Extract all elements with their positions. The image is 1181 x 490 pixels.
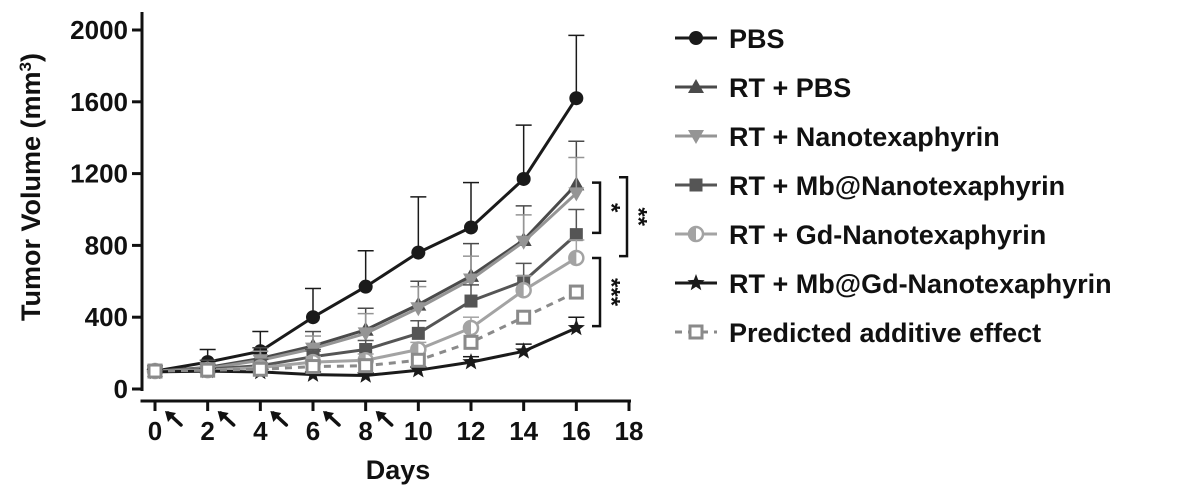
y-tick-label: 1200	[70, 159, 128, 189]
data-point	[305, 359, 321, 375]
data-point	[410, 302, 427, 317]
series-7	[147, 284, 584, 379]
data-point	[463, 334, 479, 350]
legend-label: RT + Nanotexaphyrin	[729, 122, 1000, 152]
data-point	[358, 279, 373, 294]
legend-entry: RT + Mb@Gd-Nanotexaphyrin	[675, 269, 1112, 299]
data-point	[463, 273, 479, 288]
legend-marker	[688, 324, 704, 340]
data-point	[200, 362, 216, 378]
y-tick-label: 2000	[70, 15, 128, 45]
legend-label: RT + PBS	[729, 73, 851, 103]
x-tick-label: 10	[404, 416, 433, 446]
data-point	[515, 235, 532, 250]
legend-marker	[687, 274, 705, 291]
data-point	[464, 294, 478, 308]
y-axis-title: Tumor Volume (mm3)	[16, 53, 47, 321]
data-point	[516, 171, 531, 186]
treatment-arrow-icon	[165, 411, 183, 427]
legend-marker	[688, 130, 704, 144]
treatment-arrows	[165, 411, 394, 427]
data-point	[147, 363, 163, 379]
legend-label: PBS	[729, 24, 785, 54]
data-point	[568, 284, 584, 300]
data-point	[252, 361, 268, 377]
data-point	[357, 327, 374, 342]
legend-marker	[688, 79, 704, 93]
legend-entry: RT + PBS	[675, 73, 851, 103]
x-tick-label: 8	[358, 416, 372, 446]
y-tick-label: 1600	[70, 87, 128, 117]
data-point	[569, 228, 583, 242]
x-axis-title: Days	[366, 455, 431, 485]
legend-entry: Predicted additive effect	[675, 318, 1041, 348]
data-point	[464, 220, 478, 235]
data-point	[410, 352, 426, 368]
legend-marker	[689, 31, 703, 45]
treatment-arrow-icon	[323, 411, 341, 427]
legend-marker	[687, 225, 705, 243]
y-tick-label: 800	[85, 230, 128, 260]
data-point	[411, 245, 426, 260]
data-point	[358, 358, 374, 374]
x-tick-label: 12	[457, 416, 486, 446]
data-point	[357, 366, 375, 383]
x-tick-label: 4	[253, 416, 268, 446]
legend-entry: RT + Mb@Nanotexaphyrin	[675, 171, 1065, 201]
data-point	[515, 282, 532, 299]
y-axis-title-superscript: 3	[16, 62, 35, 71]
y-tick-label: 0	[114, 374, 128, 404]
treatment-arrow-icon	[270, 411, 289, 427]
data-point	[568, 187, 585, 202]
data-point	[516, 309, 532, 325]
legend-label: RT + Gd-Nanotexaphyrin	[729, 220, 1046, 250]
legend-marker	[689, 178, 703, 192]
data-point	[411, 326, 425, 340]
x-tick-label: 16	[562, 416, 591, 446]
x-tick-label: 2	[200, 416, 214, 446]
data-series	[146, 34, 585, 383]
significance-bracket: *	[592, 181, 625, 235]
legend: PBS RT + PBS RT + Nanotexaphyrin RT + Mb@Na…	[675, 24, 1112, 348]
significance-label: *	[598, 203, 625, 213]
legend-label: RT + Mb@Nanotexaphyrin	[729, 171, 1065, 201]
data-point	[306, 310, 320, 325]
data-point	[409, 361, 427, 378]
data-point	[462, 319, 480, 337]
y-tick-label: 400	[85, 302, 128, 332]
data-point	[567, 319, 585, 336]
y-axis-title-main: Tumor Volume (mm	[16, 71, 46, 321]
legend-entry: PBS	[675, 24, 785, 54]
significance-brackets: * *****	[592, 175, 652, 328]
treatment-arrow-icon	[217, 411, 236, 427]
y-axis-title-close: )	[16, 53, 46, 62]
legend-label: Predicted additive effect	[729, 318, 1041, 348]
legend-entry: RT + Gd-Nanotexaphyrin	[675, 220, 1046, 250]
significance-label: **	[625, 207, 652, 226]
significance-bracket: ***	[592, 256, 625, 328]
axes: 0 400 800 1200 1600 2000 0 2 4 6 8 10 12 14 16 18	[70, 12, 643, 446]
data-point	[569, 91, 584, 106]
legend-entry: RT + Nanotexaphyrin	[675, 122, 1000, 152]
x-tick-label: 6	[306, 416, 320, 446]
significance-label: ***	[598, 278, 625, 307]
data-point	[462, 353, 480, 370]
significance-bracket: **	[619, 175, 652, 258]
data-point	[515, 342, 533, 359]
x-tick-label: 14	[509, 416, 538, 446]
legend-label: RT + Mb@Gd-Nanotexaphyrin	[729, 269, 1112, 299]
x-tick-label: 18	[615, 416, 644, 446]
data-point	[568, 249, 585, 267]
treatment-arrow-icon	[375, 411, 394, 427]
x-tick-label: 0	[148, 416, 162, 446]
